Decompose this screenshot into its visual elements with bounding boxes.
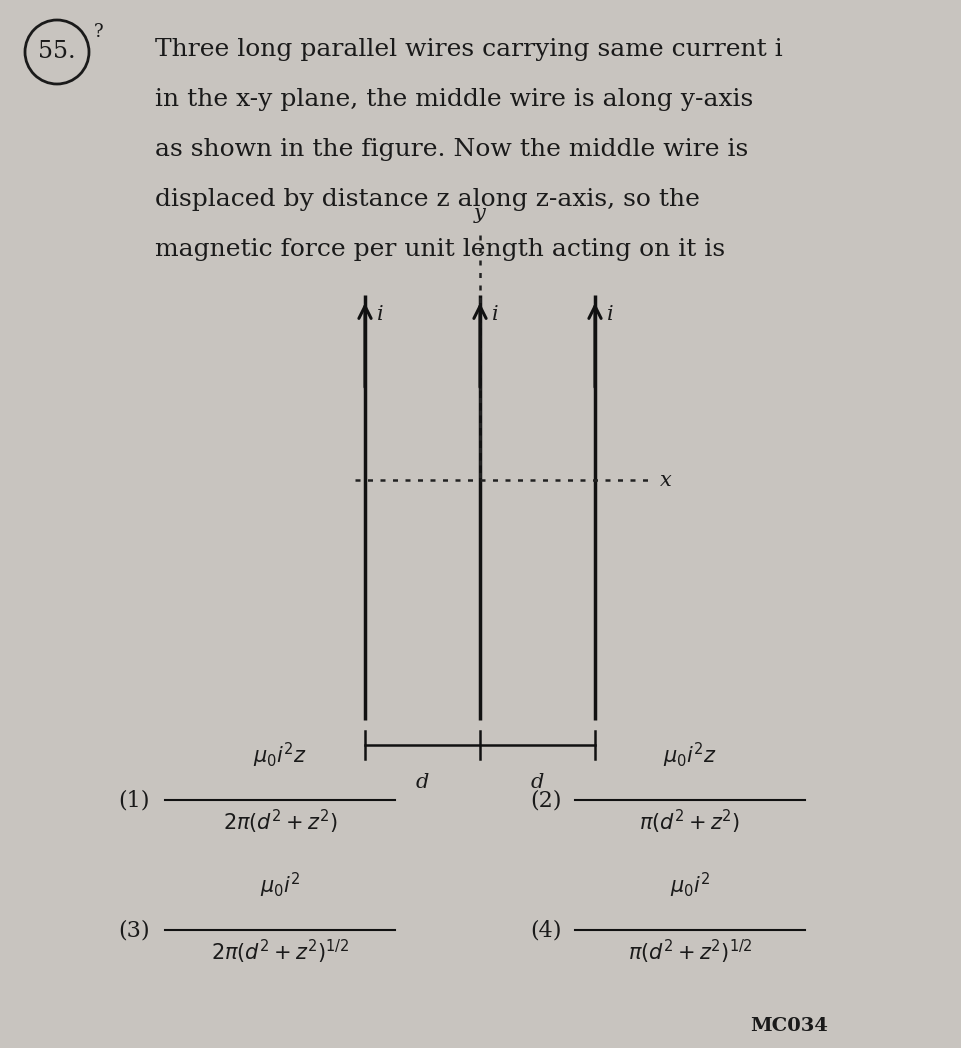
Text: $\mu_0 i^2 z$: $\mu_0 i^2 z$ [662, 741, 716, 770]
Text: MC034: MC034 [750, 1017, 827, 1035]
Text: magnetic force per unit length acting on it is: magnetic force per unit length acting on… [155, 238, 725, 261]
Text: $2\pi(d^2 + z^2)$: $2\pi(d^2 + z^2)$ [223, 808, 337, 836]
Text: x: x [659, 471, 671, 489]
Text: i: i [491, 305, 498, 324]
Text: d: d [530, 773, 544, 792]
Text: displaced by distance z along z-axis, so the: displaced by distance z along z-axis, so… [155, 188, 700, 211]
Text: $\mu_0 i^2$: $\mu_0 i^2$ [669, 871, 709, 900]
Text: $\mu_0 i^2$: $\mu_0 i^2$ [259, 871, 300, 900]
Text: Three long parallel wires carrying same current i: Three long parallel wires carrying same … [155, 38, 782, 61]
Text: $\pi(d^2 + z^2)$: $\pi(d^2 + z^2)$ [639, 808, 740, 836]
Text: d: d [415, 773, 429, 792]
Text: i: i [606, 305, 613, 324]
Text: ?: ? [94, 23, 104, 41]
Text: as shown in the figure. Now the middle wire is: as shown in the figure. Now the middle w… [155, 138, 748, 161]
Text: in the x-y plane, the middle wire is along y-axis: in the x-y plane, the middle wire is alo… [155, 88, 752, 111]
Text: $2\pi(d^2 + z^2)^{1/2}$: $2\pi(d^2 + z^2)^{1/2}$ [210, 938, 349, 966]
Text: i: i [377, 305, 383, 324]
Text: $\pi(d^2 + z^2)^{1/2}$: $\pi(d^2 + z^2)^{1/2}$ [627, 938, 752, 966]
Text: (4): (4) [530, 919, 561, 941]
Text: (1): (1) [118, 789, 149, 811]
Text: $\mu_0 i^2 z$: $\mu_0 i^2 z$ [253, 741, 307, 770]
Text: 55.: 55. [38, 41, 76, 64]
Text: (2): (2) [530, 789, 561, 811]
Text: (3): (3) [118, 919, 150, 941]
Text: y: y [474, 204, 485, 223]
